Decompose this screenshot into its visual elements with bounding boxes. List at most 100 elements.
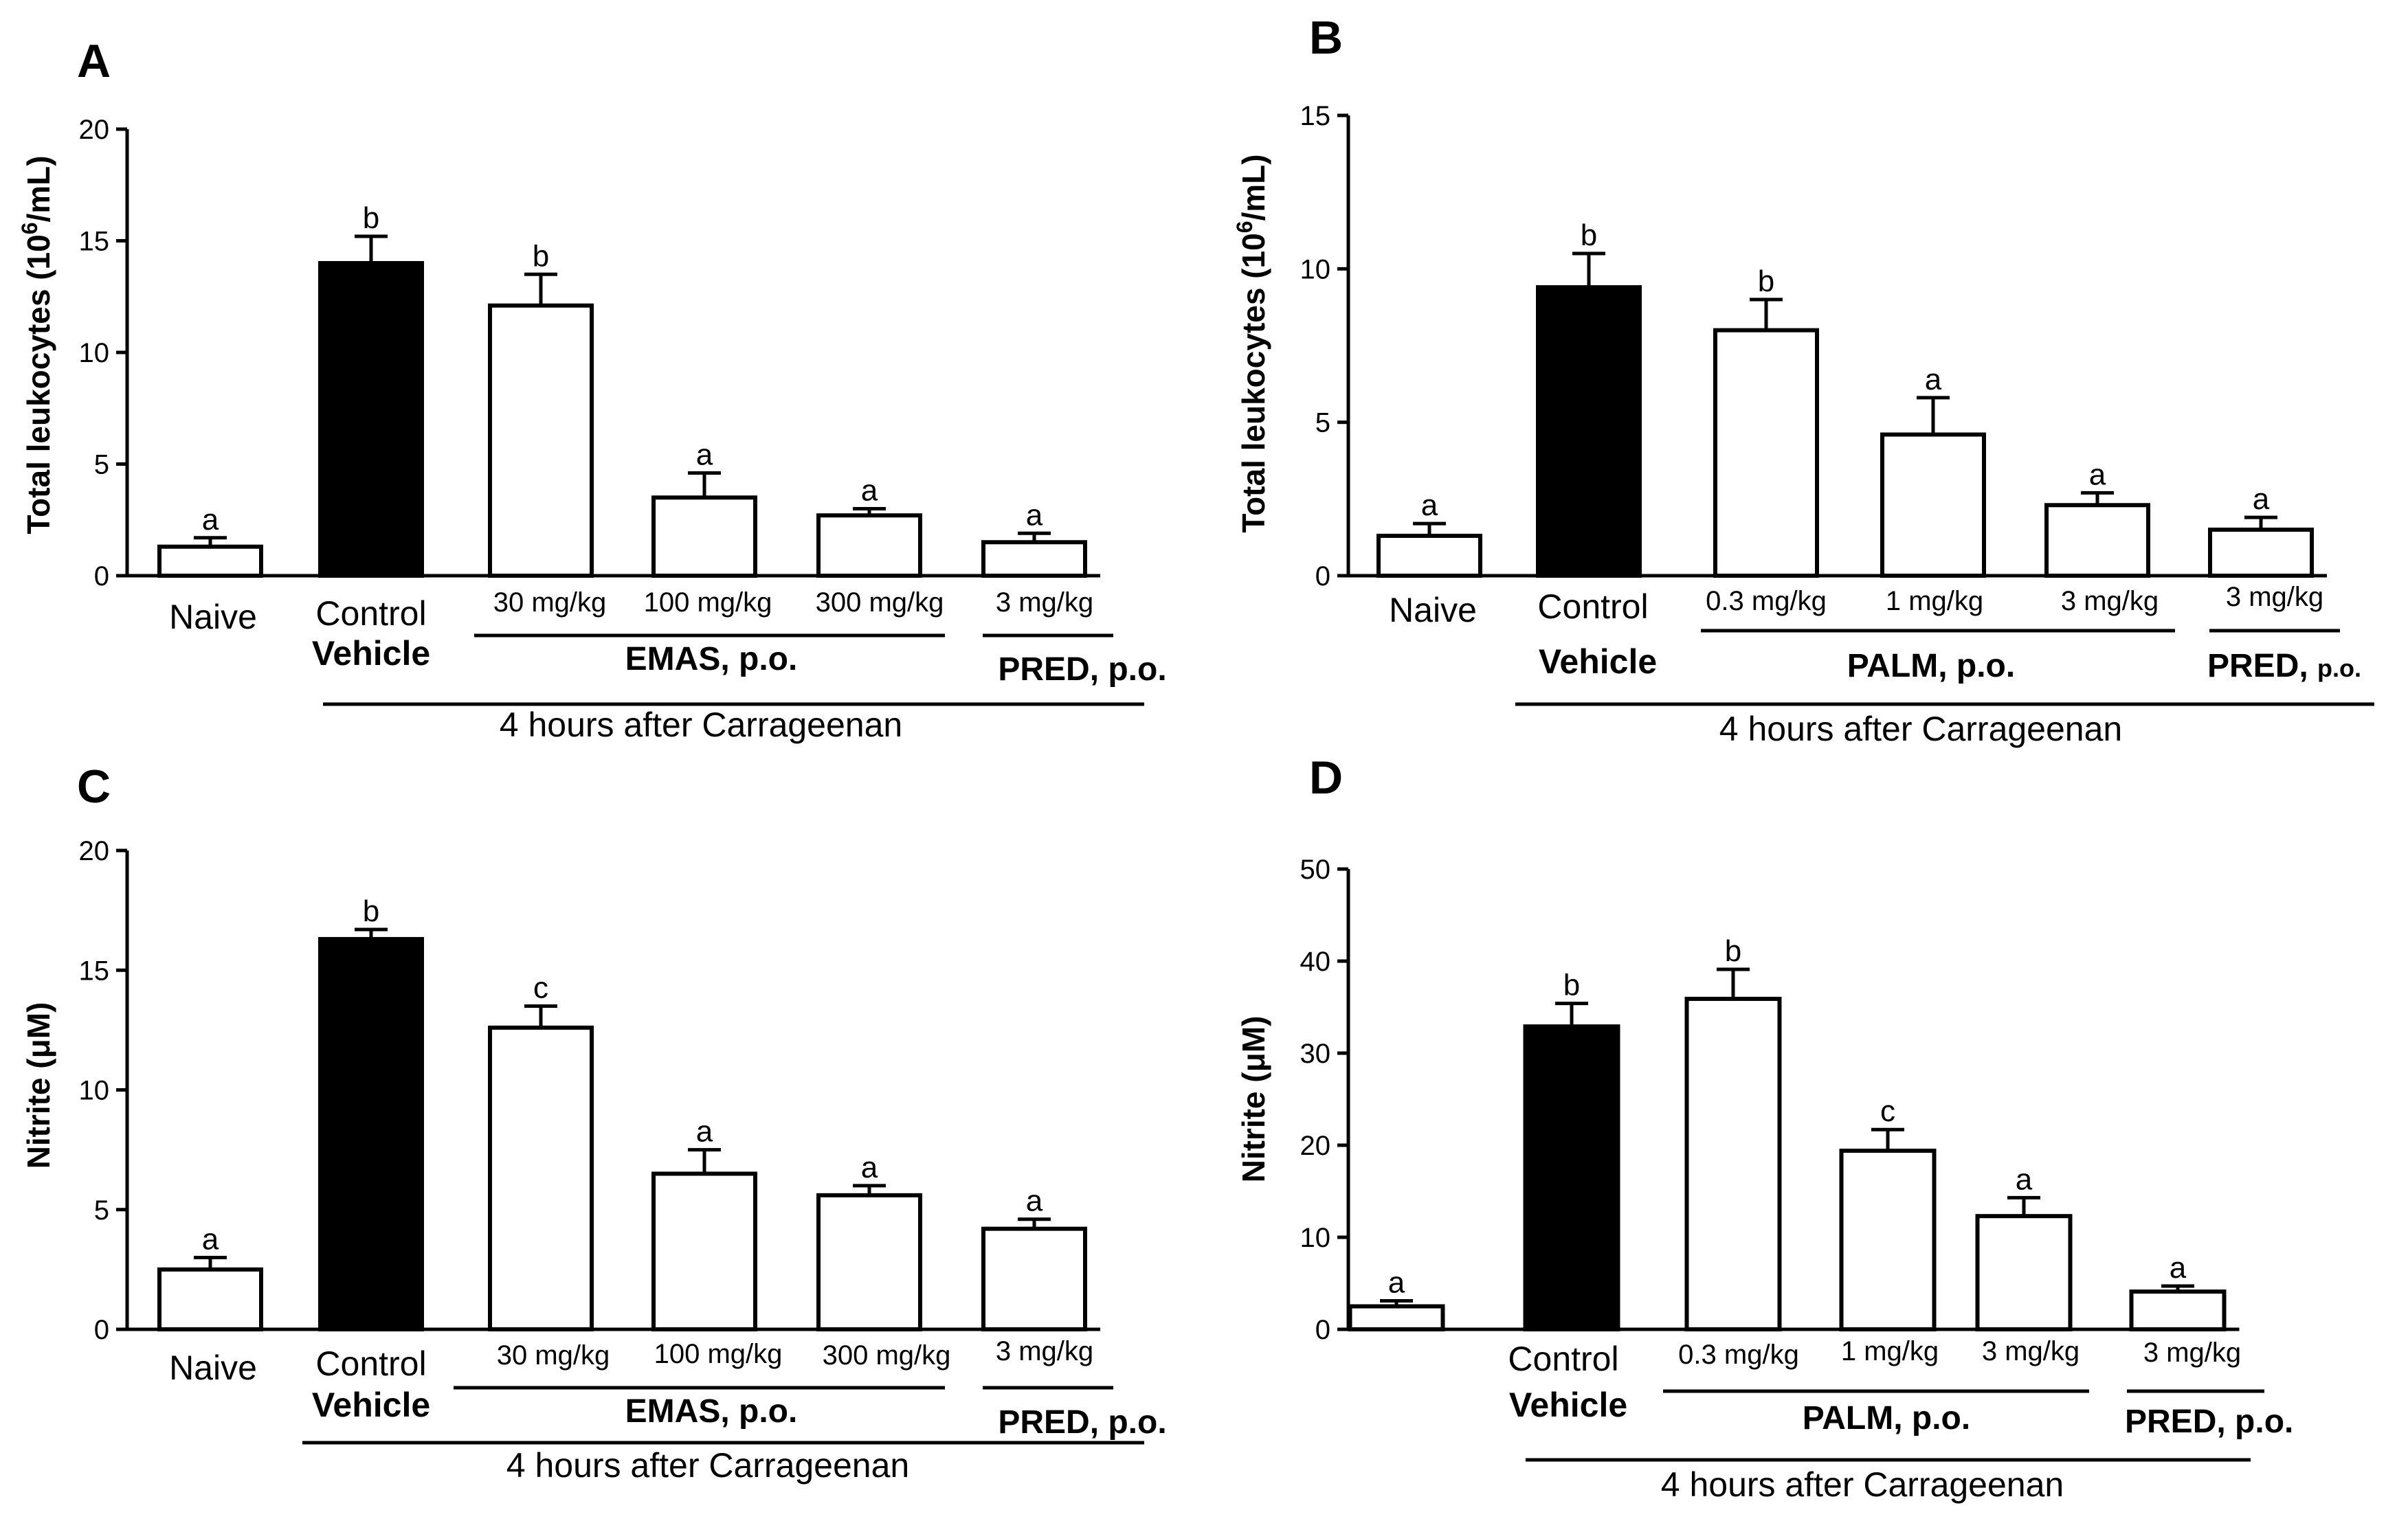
category-label-control: Control xyxy=(315,1344,426,1383)
y-axis-label: Nitrite (μM) xyxy=(1236,1016,1271,1183)
significance-label: a xyxy=(202,1222,219,1256)
significance-label: b xyxy=(1758,264,1774,298)
significance-label: b xyxy=(1725,934,1741,968)
vehicle-label: Vehicle xyxy=(312,634,430,673)
drug-label: EMAS, p.o. xyxy=(625,1393,798,1430)
bar xyxy=(981,540,1087,578)
y-tick-label: 10 xyxy=(79,338,110,368)
bar xyxy=(1975,1214,2073,1332)
y-tick-label: 40 xyxy=(1300,947,1331,977)
significance-label: a xyxy=(861,474,878,508)
panel-letter: D xyxy=(1309,752,1343,804)
bar xyxy=(1536,285,1642,578)
category-label-control: Control xyxy=(315,594,426,633)
panel-d: D Nitrite (μM) 0 10 20 30 40 50 a b b c a a Control… xyxy=(1236,752,2293,1504)
dose-label: 100 mg/kg xyxy=(654,1339,783,1369)
pred-label: PRED, p.o. xyxy=(2207,648,2361,684)
y-tick-label: 5 xyxy=(94,1195,109,1226)
dose-label: 0.3 mg/kg xyxy=(1706,586,1827,616)
panel-letter: B xyxy=(1309,12,1343,64)
significance-label: a xyxy=(696,438,713,472)
y-tick-label: 20 xyxy=(79,836,110,866)
significance-label: c xyxy=(533,971,548,1005)
time-label: 4 hours after Carrageenan xyxy=(1719,710,2122,748)
pred-label: PRED, p.o. xyxy=(998,1404,1166,1441)
bar xyxy=(816,513,922,578)
significance-label: a xyxy=(1421,488,1438,522)
bar xyxy=(318,936,424,1331)
dose-label: 3 mg/kg xyxy=(2061,586,2159,616)
dose-label: 1 mg/kg xyxy=(1886,586,1983,616)
dose-label: 3 mg/kg xyxy=(1982,1336,2080,1366)
bar xyxy=(488,303,594,578)
significance-label: a xyxy=(2253,482,2270,516)
significance-label: b xyxy=(1581,218,1597,252)
dose-label: 3 mg/kg xyxy=(2226,582,2323,612)
y-tick-label: 0 xyxy=(1315,561,1330,592)
panel-c: C Nitrite (μM) 0 5 10 15 20 a b c a a a Naive Cont… xyxy=(21,760,1167,1485)
significance-label: a xyxy=(1925,363,1942,396)
y-tick-label: 30 xyxy=(1300,1039,1331,1069)
significance-label: a xyxy=(1026,498,1043,532)
bar xyxy=(816,1193,922,1331)
significance-label: a xyxy=(2089,458,2106,491)
dose-label: 30 mg/kg xyxy=(493,587,607,618)
y-tick-label: 5 xyxy=(94,450,109,480)
y-tick-label: 20 xyxy=(79,115,110,145)
y-tick-label: 0 xyxy=(94,1315,109,1345)
y-tick-label: 0 xyxy=(1315,1315,1330,1345)
category-label-naive: Naive xyxy=(1389,591,1477,629)
y-tick-label: 5 xyxy=(1315,408,1330,438)
bar xyxy=(488,1025,594,1331)
dose-label: 3 mg/kg xyxy=(2143,1338,2241,1368)
chart-marks: 0 10 20 30 40 50 a b b c a a xyxy=(1300,855,2240,1345)
bar xyxy=(2208,528,2314,578)
vehicle-label: Vehicle xyxy=(1509,1386,1627,1424)
time-label: 4 hours after Carrageenan xyxy=(506,1446,909,1485)
drug-label: PALM, p.o. xyxy=(1803,1400,1970,1436)
drug-label: PALM, p.o. xyxy=(1847,648,2015,684)
dose-label: 1 mg/kg xyxy=(1841,1336,1939,1366)
bar xyxy=(2044,503,2150,578)
bar xyxy=(2129,1289,2227,1332)
dose-label: 3 mg/kg xyxy=(996,1336,1093,1366)
significance-label: b xyxy=(533,239,549,273)
dose-label: 300 mg/kg xyxy=(816,587,944,618)
significance-label: a xyxy=(202,503,219,537)
bar xyxy=(1684,996,1782,1331)
time-label: 4 hours after Carrageenan xyxy=(500,706,902,744)
dose-label: 30 mg/kg xyxy=(497,1340,610,1371)
panel-letter: A xyxy=(77,35,111,87)
category-label-naive: Naive xyxy=(169,598,257,636)
significance-label: b xyxy=(363,201,379,235)
dose-label: 3 mg/kg xyxy=(996,587,1093,618)
y-axis-label: Total leukocytes (106/mL) xyxy=(17,155,56,534)
bar xyxy=(1348,1304,1445,1331)
bar xyxy=(157,544,263,578)
bar xyxy=(981,1226,1087,1331)
bar xyxy=(651,495,757,578)
panel-a: A Total leukocytes (106/mL) 0 5 10 15 20 a b b a… xyxy=(17,35,1167,744)
category-label-control: Control xyxy=(1508,1340,1618,1378)
panel-letter: C xyxy=(77,760,111,813)
pred-label: PRED, p.o. xyxy=(2125,1404,2293,1440)
pred-label: PRED, p.o. xyxy=(998,651,1166,688)
y-tick-label: 15 xyxy=(79,956,110,986)
panel-b: B Total leukocytes (106/mL) 0 5 10 15 a b b a a a… xyxy=(1232,12,2374,748)
bar xyxy=(1523,1024,1620,1331)
y-tick-label: 50 xyxy=(1300,855,1331,885)
significance-label: b xyxy=(363,894,379,928)
chart-marks: 0 5 10 15 20 a b b a a a xyxy=(79,115,1100,592)
significance-label: a xyxy=(1026,1184,1043,1218)
significance-label: a xyxy=(2170,1251,2187,1285)
category-label-control: Control xyxy=(1537,587,1648,626)
significance-label: b xyxy=(1563,969,1580,1002)
y-tick-label: 10 xyxy=(1300,1223,1331,1253)
y-tick-label: 20 xyxy=(1300,1131,1331,1161)
significance-label: a xyxy=(1388,1265,1405,1299)
y-tick-label: 15 xyxy=(1300,101,1331,131)
y-tick-label: 10 xyxy=(1300,254,1331,284)
bar xyxy=(1880,432,1986,578)
significance-label: a xyxy=(696,1115,713,1149)
